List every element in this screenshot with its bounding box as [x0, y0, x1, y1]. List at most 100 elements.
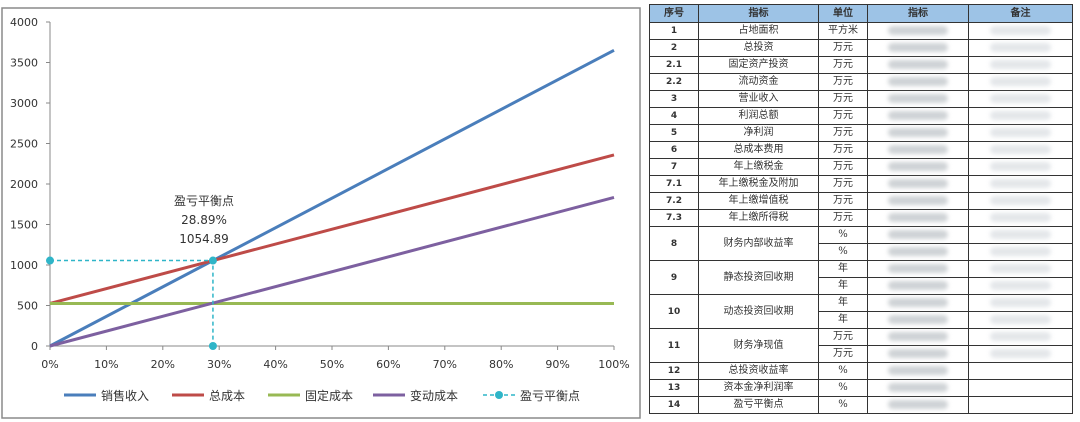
unit-cell: 年 [818, 277, 868, 295]
remark-cell [968, 56, 1073, 74]
indicator-name: 占地面积 [698, 22, 819, 40]
table-row: 7.1 年上缴税金及附加 万元 [649, 175, 1073, 193]
unit-cell: % [818, 379, 868, 397]
row-number: 4 [649, 107, 699, 125]
row-number: 9 [649, 260, 699, 295]
column-header: 指标 [867, 4, 969, 23]
value-cell [867, 345, 969, 363]
series-line [49, 153, 615, 305]
remark-cell [968, 294, 1073, 312]
unit-cell: 万元 [818, 345, 868, 363]
x-tick-label: 40% [263, 358, 287, 371]
row-number: 8 [649, 226, 699, 261]
table-row: 5 净利润 万元 [649, 124, 1073, 142]
table-row: % [650, 243, 1073, 261]
indicator-name: 财务内部收益率 [698, 226, 819, 261]
value-cell [867, 260, 969, 278]
remark-cell [968, 192, 1073, 210]
x-tick-label: 30% [207, 358, 231, 371]
redacted-value [888, 162, 948, 171]
remark-cell [968, 362, 1073, 380]
redacted-remark [989, 213, 1052, 222]
redacted-remark [989, 94, 1052, 103]
redacted-value [888, 60, 948, 69]
unit-cell: 平方米 [818, 22, 868, 40]
legend-label: 总成本 [209, 389, 245, 403]
value-cell [867, 362, 969, 380]
table-row: 年 [650, 277, 1073, 295]
value-cell [867, 107, 969, 125]
unit-cell: 年 [818, 260, 868, 278]
remark-cell [968, 243, 1073, 261]
redacted-value [888, 315, 948, 324]
table-row: 6 总成本费用 万元 [649, 141, 1073, 159]
indicator-table: 序号 指标 单位 指标 备注 1 占地面积 平方米 2 总投资 万元 2.1 固定资产投资 万元 2.2 流… [649, 4, 1073, 414]
remark-cell [968, 328, 1073, 346]
table-row: 1 占地面积 平方米 [649, 22, 1073, 40]
table-row: 7.3 年上缴所得税 万元 [649, 209, 1073, 227]
remark-cell [968, 277, 1073, 295]
column-header: 序号 [649, 4, 699, 23]
redacted-remark [989, 145, 1052, 154]
value-cell [867, 277, 969, 295]
redacted-value [888, 383, 948, 392]
x-tick-label: 100% [598, 358, 629, 371]
indicator-name: 财务净现值 [698, 328, 819, 363]
remark-cell [968, 396, 1073, 414]
redacted-value [888, 213, 948, 222]
legend-label: 变动成本 [410, 388, 458, 403]
table-row: 11 财务净现值 万元 [649, 328, 1073, 363]
indicator-name: 营业收入 [698, 90, 819, 108]
value-cell [867, 396, 969, 414]
redacted-value [888, 26, 948, 35]
y-tick-label: 3000 [10, 97, 38, 110]
indicator-name: 盈亏平衡点 [698, 396, 819, 414]
x-tick-label: 0% [41, 358, 58, 371]
breakeven-marker [208, 342, 217, 350]
redacted-remark [989, 196, 1052, 205]
indicator-name: 静态投资回收期 [698, 260, 819, 295]
row-number: 7.2 [649, 192, 699, 210]
unit-cell: 年 [818, 311, 868, 329]
table-row: 13 资本金净利润率% [649, 379, 1073, 397]
redacted-value [888, 230, 948, 239]
value-cell [867, 39, 969, 57]
remark-cell [968, 107, 1073, 125]
redacted-value [888, 179, 948, 188]
value-cell [867, 56, 969, 74]
unit-cell: % [818, 226, 868, 244]
x-tick-label: 60% [376, 358, 400, 371]
redacted-remark [989, 264, 1052, 273]
breakeven-marker [208, 256, 217, 265]
redacted-value [888, 94, 948, 103]
unit-cell: 年 [818, 294, 868, 312]
redacted-remark [989, 247, 1052, 256]
row-number: 7.1 [649, 175, 699, 193]
redacted-remark [989, 60, 1052, 69]
remark-cell [968, 175, 1073, 193]
value-cell [867, 226, 969, 244]
row-number: 7.3 [649, 209, 699, 227]
indicator-name: 固定资产投资 [698, 56, 819, 74]
value-cell [867, 192, 969, 210]
breakeven-label: 1054.89 [179, 232, 229, 246]
table-row: 7.2 年上缴增值税 万元 [649, 192, 1073, 210]
value-cell [867, 141, 969, 159]
redacted-value [888, 298, 948, 307]
value-cell [867, 22, 969, 40]
redacted-remark [989, 179, 1052, 188]
y-tick-label: 2500 [10, 138, 38, 151]
remark-cell [968, 345, 1073, 363]
table-row: 9 静态投资回收期年 [649, 260, 1073, 295]
value-cell [867, 175, 969, 193]
legend-label: 销售收入 [101, 388, 149, 403]
value-cell [867, 294, 969, 312]
unit-cell: 万元 [818, 107, 868, 125]
redacted-value [888, 349, 948, 358]
redacted-remark [989, 77, 1052, 86]
remark-cell [968, 158, 1073, 176]
redacted-remark [989, 43, 1052, 52]
remark-cell [968, 311, 1073, 329]
indicator-name: 总投资 [698, 39, 819, 57]
redacted-remark [989, 230, 1052, 239]
